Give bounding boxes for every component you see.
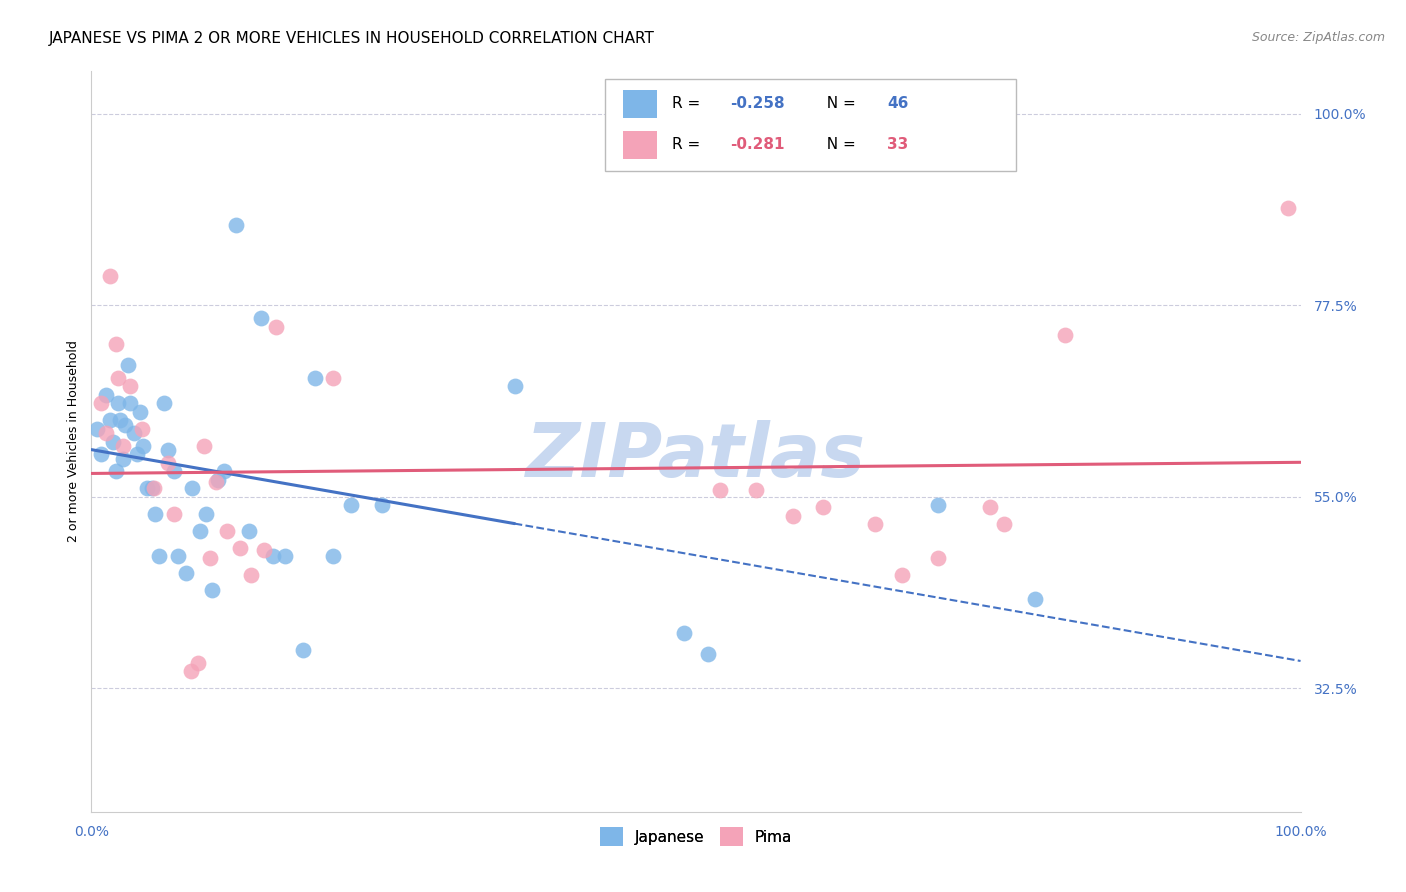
- Point: [782, 508, 804, 523]
- Point: [253, 542, 276, 557]
- Point: [128, 405, 150, 419]
- Point: [1277, 201, 1299, 215]
- Point: [107, 396, 129, 410]
- Point: [136, 481, 159, 495]
- Point: [143, 481, 166, 495]
- Point: [370, 499, 392, 513]
- Text: 46: 46: [887, 96, 908, 112]
- Point: [86, 422, 108, 436]
- Point: [198, 551, 221, 566]
- Point: [132, 439, 155, 453]
- Text: Source: ZipAtlas.com: Source: ZipAtlas.com: [1251, 31, 1385, 45]
- Text: 33: 33: [887, 137, 908, 153]
- Point: [229, 541, 252, 555]
- Legend: Japanese, Pima: Japanese, Pima: [593, 822, 799, 852]
- Point: [927, 499, 949, 513]
- Point: [811, 500, 834, 514]
- Point: [225, 218, 247, 232]
- Point: [697, 648, 720, 662]
- Point: [863, 517, 886, 532]
- Point: [240, 568, 263, 582]
- Bar: [623, 130, 657, 159]
- Point: [98, 413, 121, 427]
- Point: [249, 311, 271, 326]
- Point: [214, 464, 236, 478]
- Point: [104, 336, 127, 351]
- Point: [94, 425, 117, 440]
- Text: R =: R =: [672, 137, 704, 153]
- Point: [291, 643, 314, 657]
- Point: [215, 524, 238, 538]
- Point: [201, 583, 224, 598]
- Point: [111, 439, 134, 453]
- Point: [890, 568, 912, 582]
- Point: [162, 464, 184, 478]
- Point: [111, 451, 134, 466]
- Point: [110, 413, 132, 427]
- Point: [993, 517, 1015, 532]
- Point: [180, 481, 202, 495]
- Point: [98, 268, 121, 283]
- Point: [127, 447, 149, 461]
- Point: [188, 524, 211, 538]
- Point: [187, 656, 209, 670]
- FancyBboxPatch shape: [605, 78, 1017, 171]
- Point: [927, 551, 949, 566]
- Point: [1053, 328, 1076, 343]
- Point: [101, 434, 124, 449]
- Point: [117, 358, 139, 372]
- Point: [156, 443, 179, 458]
- Point: [120, 396, 142, 410]
- Text: N =: N =: [817, 96, 860, 112]
- Text: -0.281: -0.281: [730, 137, 785, 153]
- Point: [167, 549, 190, 564]
- Point: [207, 473, 229, 487]
- Point: [148, 549, 170, 564]
- Point: [672, 626, 695, 640]
- Point: [1024, 591, 1046, 606]
- Point: [503, 379, 526, 393]
- Point: [174, 566, 197, 581]
- Point: [979, 500, 1001, 514]
- Point: [745, 483, 768, 497]
- Point: [122, 425, 145, 440]
- Point: [322, 370, 344, 384]
- Point: [107, 370, 129, 384]
- Bar: [623, 90, 657, 118]
- Point: [262, 549, 284, 564]
- Text: -0.258: -0.258: [730, 96, 785, 112]
- Point: [266, 319, 288, 334]
- Point: [120, 379, 142, 393]
- Point: [274, 549, 297, 564]
- Text: JAPANESE VS PIMA 2 OR MORE VEHICLES IN HOUSEHOLD CORRELATION CHART: JAPANESE VS PIMA 2 OR MORE VEHICLES IN H…: [49, 31, 655, 46]
- Text: N =: N =: [817, 137, 860, 153]
- Point: [238, 524, 260, 538]
- Point: [195, 507, 218, 521]
- Point: [304, 370, 326, 384]
- Y-axis label: 2 or more Vehicles in Household: 2 or more Vehicles in Household: [67, 341, 80, 542]
- Point: [340, 499, 363, 513]
- Point: [156, 456, 179, 470]
- Point: [193, 439, 215, 453]
- Point: [205, 475, 228, 489]
- Point: [145, 507, 167, 521]
- Point: [141, 481, 163, 495]
- Point: [114, 417, 136, 432]
- Point: [90, 396, 112, 410]
- Text: R =: R =: [672, 96, 704, 112]
- Point: [180, 665, 202, 679]
- Point: [131, 422, 153, 436]
- Text: ZIPatlas: ZIPatlas: [526, 420, 866, 493]
- Point: [153, 396, 176, 410]
- Point: [709, 483, 731, 497]
- Point: [104, 464, 127, 478]
- Point: [90, 447, 112, 461]
- Point: [322, 549, 344, 564]
- Point: [162, 507, 184, 521]
- Point: [94, 388, 117, 402]
